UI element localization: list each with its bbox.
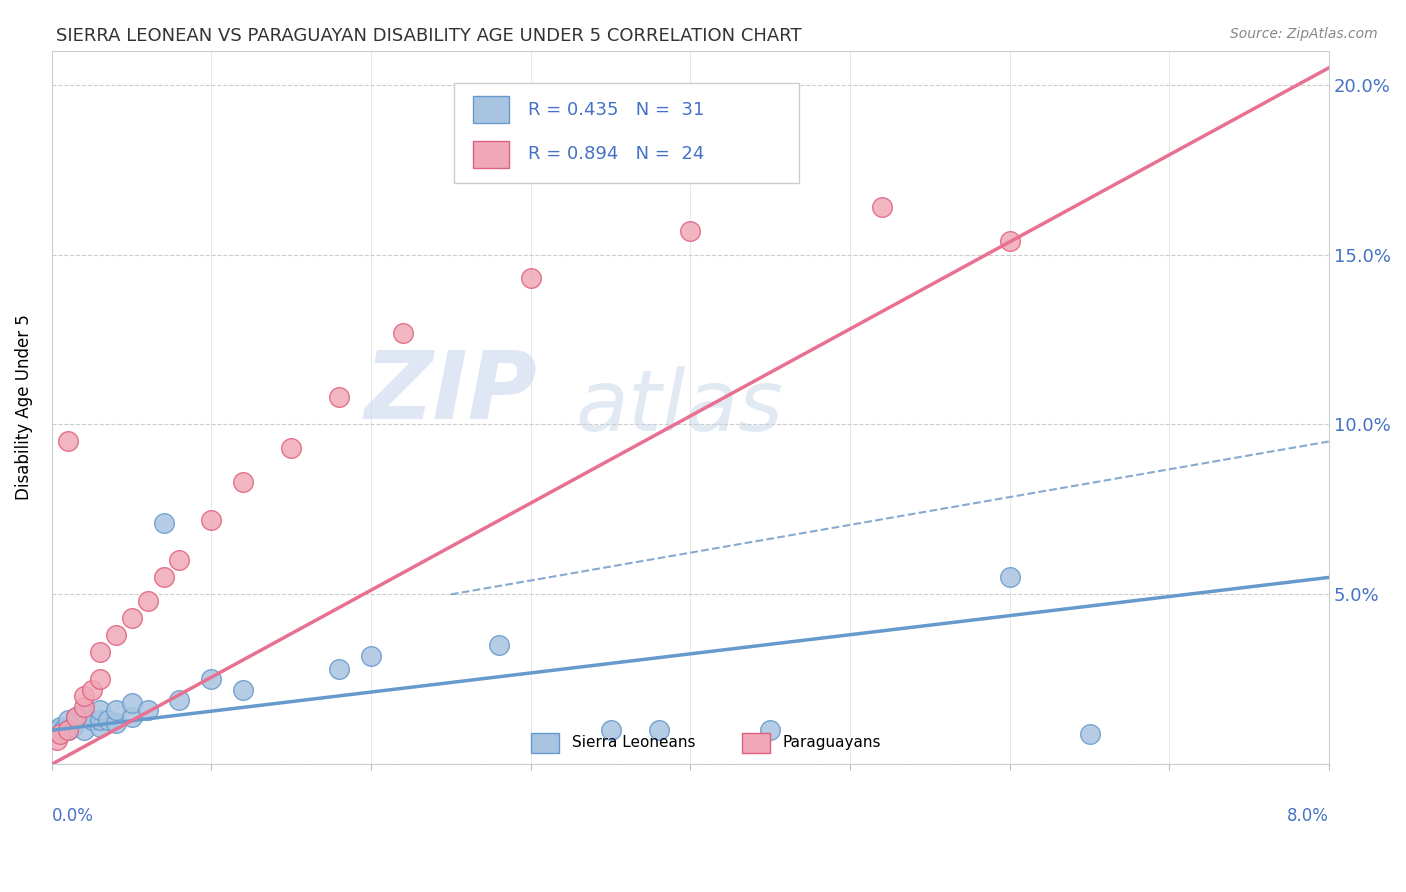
Point <box>80 682 103 697</box>
Text: SIERRA LEONEAN VS PARAGUAYAN DISABILITY AGE UNDER 5 CORRELATION CHART: SIERRA LEONEAN VS PARAGUAYAN DISABILITY … <box>56 27 801 45</box>
Point <box>56 723 79 738</box>
Point <box>328 662 350 676</box>
Point <box>200 673 222 687</box>
Point <box>647 723 669 738</box>
Text: Paraguayans: Paraguayans <box>782 735 882 750</box>
Point <box>45 733 67 747</box>
Bar <box>474 141 509 168</box>
Point <box>45 723 67 738</box>
Y-axis label: Disability Age Under 5: Disability Age Under 5 <box>15 315 32 500</box>
Point <box>232 475 254 490</box>
Point <box>599 723 621 738</box>
Point <box>65 709 87 723</box>
FancyBboxPatch shape <box>454 83 799 183</box>
Text: Source: ZipAtlas.com: Source: ZipAtlas.com <box>1230 27 1378 41</box>
Point <box>152 516 174 530</box>
Point <box>104 716 127 731</box>
Point <box>998 234 1021 248</box>
Point <box>121 611 143 625</box>
Bar <box>474 96 509 123</box>
Point <box>759 723 782 738</box>
Point <box>679 224 702 238</box>
Point <box>520 271 543 285</box>
Point <box>80 713 103 727</box>
Point <box>392 326 415 340</box>
Point <box>169 553 191 567</box>
Point <box>89 720 111 734</box>
Point <box>89 673 111 687</box>
Bar <box>741 733 769 753</box>
Point <box>104 628 127 642</box>
Point <box>152 570 174 584</box>
Point <box>280 442 302 456</box>
Text: R = 0.894   N =  24: R = 0.894 N = 24 <box>529 145 704 163</box>
Point <box>48 727 70 741</box>
Point <box>89 713 111 727</box>
Point <box>200 513 222 527</box>
Point <box>89 703 111 717</box>
Text: Sierra Leoneans: Sierra Leoneans <box>572 735 695 750</box>
Text: 8.0%: 8.0% <box>1288 807 1329 825</box>
Point <box>998 570 1021 584</box>
Point <box>232 682 254 697</box>
Point <box>136 594 159 608</box>
Bar <box>531 733 558 753</box>
Point <box>121 709 143 723</box>
Point <box>73 690 96 704</box>
Point <box>104 703 127 717</box>
Point <box>56 723 79 738</box>
Point <box>488 638 510 652</box>
Text: 0.0%: 0.0% <box>52 807 94 825</box>
Point <box>1078 727 1101 741</box>
Point <box>73 723 96 738</box>
Point <box>136 703 159 717</box>
Point <box>360 648 382 663</box>
Point <box>97 713 120 727</box>
Point <box>73 706 96 721</box>
Point <box>62 720 84 734</box>
Point <box>89 645 111 659</box>
Point <box>48 720 70 734</box>
Point <box>56 713 79 727</box>
Point <box>73 699 96 714</box>
Point <box>65 709 87 723</box>
Point <box>870 200 893 214</box>
Point <box>121 696 143 710</box>
Text: atlas: atlas <box>575 366 783 449</box>
Text: R = 0.435   N =  31: R = 0.435 N = 31 <box>529 101 704 119</box>
Text: ZIP: ZIP <box>364 347 537 439</box>
Point <box>328 390 350 404</box>
Point <box>169 692 191 706</box>
Point <box>56 434 79 449</box>
Point <box>52 723 75 738</box>
